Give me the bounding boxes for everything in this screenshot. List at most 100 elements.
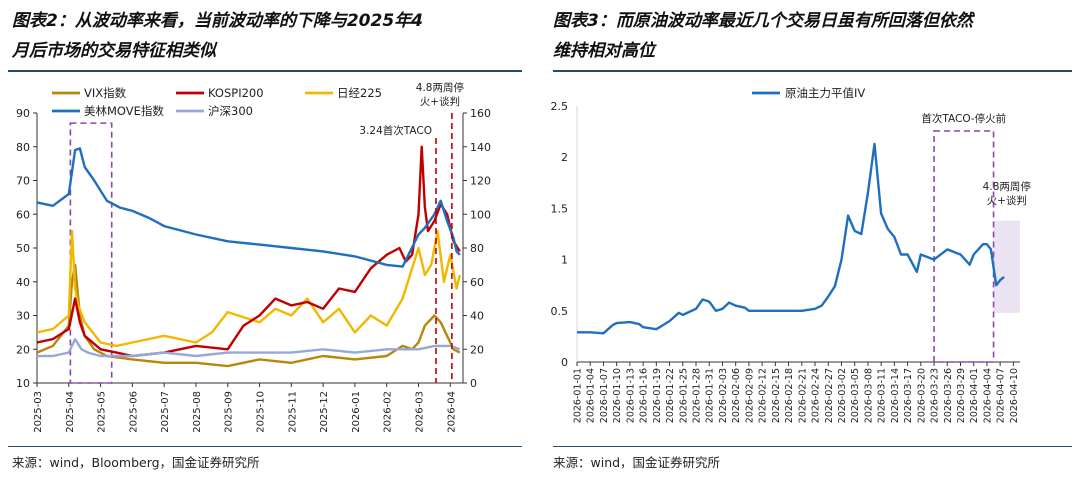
x-tick-label: 2026-03-14 <box>890 368 901 423</box>
x-tick-label: 2026-02-12 <box>758 368 769 423</box>
legend-label-2: 日经225 <box>337 86 382 100</box>
series-line-4 <box>37 337 461 358</box>
right-y-tick-label: 20 <box>470 343 484 356</box>
x-tick-label: 2026-01-13 <box>625 368 636 423</box>
taco-period-label: 首次TACO-停火前 <box>921 112 1006 125</box>
x-tick-label: 2026-01-19 <box>652 368 663 423</box>
crude-iv-line <box>577 142 1005 335</box>
series-line-1 <box>36 145 461 358</box>
legend-label-4: 沪深300 <box>208 104 253 118</box>
legend-label-0: VIX指数 <box>84 86 127 100</box>
right-y-tick-label: 100 <box>470 208 491 221</box>
right-y-tick-label: 140 <box>470 141 491 154</box>
x-tick-label: 2025-12 <box>319 391 330 433</box>
left-bottom-rule <box>8 446 522 447</box>
taco-first-label: 3.24首次TACO <box>359 124 432 137</box>
left-y-tick-label: 90 <box>16 107 30 120</box>
x-tick-label: 2026-02-06 <box>731 368 742 423</box>
y-tick-label: 2.5 <box>551 100 569 113</box>
right-y-tick-label: 120 <box>470 175 491 188</box>
x-tick-label: 2026-01-31 <box>705 368 716 423</box>
right-y-tick-label: 80 <box>470 242 484 255</box>
x-tick-label: 2026-03-17 <box>903 368 914 423</box>
x-tick-label: 2026-02-18 <box>784 368 795 423</box>
x-tick-label: 2026-01-04 <box>586 368 597 423</box>
ceasefire-label-line2: 火+谈判 <box>987 194 1027 207</box>
left-y-tick-label: 60 <box>16 208 30 221</box>
right-y-tick-label: 0 <box>470 377 477 390</box>
x-tick-label: 2025-08 <box>192 391 203 433</box>
x-tick-label: 2026-03-02 <box>837 368 848 423</box>
x-tick-label: 2026-04-04 <box>982 368 993 423</box>
x-tick-label: 2026-01-01 <box>573 368 584 423</box>
x-tick-label: 2025-05 <box>97 391 108 433</box>
x-tick-label: 2026-04 <box>446 391 457 433</box>
x-tick-label: 2026-04-01 <box>969 368 980 423</box>
x-tick-label: 2026-02-21 <box>797 368 808 423</box>
x-tick-label: 2026-03-23 <box>930 368 941 423</box>
left-y-tick-label: 70 <box>16 175 30 188</box>
x-tick-label: 2026-03-26 <box>943 368 954 423</box>
x-tick-label: 2026-03-20 <box>916 368 927 423</box>
right-source-note: 来源：wind，国金证券研究所 <box>553 455 721 470</box>
x-tick-label: 2025-07 <box>160 391 171 433</box>
x-tick-label: 2026-01 <box>351 391 362 433</box>
left-y-tick-label: 50 <box>16 242 30 255</box>
x-tick-label: 2025-09 <box>224 391 235 433</box>
right-bottom-rule <box>553 446 1072 447</box>
series-line-3 <box>36 147 461 268</box>
x-tick-label: 2026-01-25 <box>678 368 689 423</box>
left-y-tick-label: 80 <box>16 141 30 154</box>
x-tick-label: 2026-01-16 <box>639 368 650 423</box>
series-line-2 <box>36 229 461 348</box>
x-tick-label: 2025-03 <box>33 391 44 433</box>
ceasefire-label-line1: 4.8两周停 <box>416 81 464 94</box>
x-tick-label: 2025-11 <box>287 391 298 433</box>
right-chart-title: 图表3：而原油波动率最近几个交易日虽有所回落但依然 维持相对高位 <box>553 11 973 61</box>
x-tick-label: 2026-04-10 <box>1009 368 1020 423</box>
series-line-0 <box>36 263 461 368</box>
x-tick-label: 2026-02 <box>383 391 394 433</box>
y-tick-label: 1 <box>561 254 568 267</box>
x-tick-label: 2026-02-03 <box>718 368 729 423</box>
y-tick-label: 0 <box>561 356 568 369</box>
x-tick-label: 2026-01-22 <box>665 368 676 423</box>
y-tick-label: 2 <box>561 151 568 164</box>
left-chart-title: 图表2：从波动率来看，当前波动率的下降与2025年4 月后市场的交易特征相类似 <box>12 11 423 61</box>
y-tick-label: 1.5 <box>551 202 569 215</box>
x-tick-label: 2026-03 <box>414 391 425 433</box>
left-y-tick-label: 30 <box>16 310 30 323</box>
taco-period-box <box>933 130 995 363</box>
x-tick-label: 2026-04-07 <box>996 368 1007 423</box>
left-chart-panel: 图表2：从波动率来看，当前波动率的下降与2025年4 月后市场的交易特征相类似 … <box>0 0 530 478</box>
ceasefire-label-line1: 4.8两周停 <box>983 180 1031 193</box>
left-y-tick-label: 10 <box>16 377 30 390</box>
ceasefire-shaded-region <box>993 220 1020 313</box>
right-y-tick-label: 60 <box>470 276 484 289</box>
x-tick-label: 2026-02-09 <box>744 368 755 423</box>
x-tick-label: 2025-04 <box>65 391 76 433</box>
right-chart-panel: 图表3：而原油波动率最近几个交易日虽有所回落但依然 维持相对高位 0 0.5 1 1.… <box>545 0 1080 478</box>
x-tick-label: 2026-01-07 <box>599 368 610 423</box>
left-y-tick-label: 40 <box>16 276 30 289</box>
x-tick-label: 2026-03-11 <box>877 368 888 423</box>
right-y-tick-label: 40 <box>470 310 484 323</box>
x-tick-label: 2026-01-10 <box>612 368 623 423</box>
x-tick-label: 2025-10 <box>256 391 267 433</box>
x-tick-label: 2026-02-15 <box>771 368 782 423</box>
left-title-rule <box>8 70 522 72</box>
legend-label: 原油主力平值IV <box>785 86 865 100</box>
right-title-rule <box>553 70 1072 72</box>
x-tick-label: 2025-06 <box>128 391 139 433</box>
legend-label-3: 美林MOVE指数 <box>84 104 164 118</box>
legend-label-1: KOSPI200 <box>208 86 264 100</box>
y-tick-label: 0.5 <box>551 305 569 318</box>
x-tick-label: 2026-03-05 <box>850 368 861 423</box>
x-tick-label: 2026-02-27 <box>824 368 835 423</box>
x-tick-label: 2026-03-08 <box>863 368 874 423</box>
left-y-tick-label: 20 <box>16 343 30 356</box>
right-y-tick-label: 160 <box>470 107 491 120</box>
x-tick-label: 2026-02-24 <box>811 368 822 423</box>
ceasefire-label-line2: 火+谈判 <box>420 95 460 108</box>
